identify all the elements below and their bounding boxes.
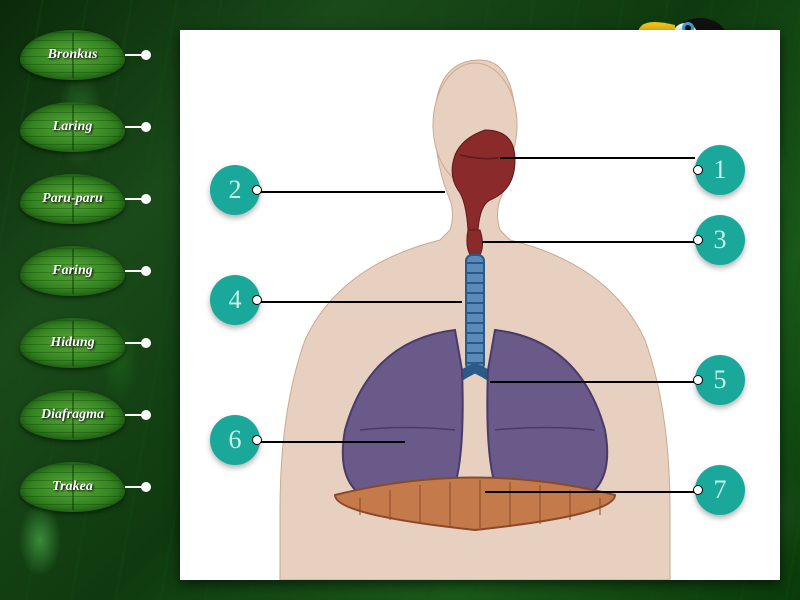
marker-circle-5[interactable]: 5 [695, 355, 745, 405]
leaf-label: Trakea [20, 479, 125, 495]
leader-line [485, 491, 695, 493]
marker-number: 6 [229, 425, 242, 455]
leaf-item-bronkus[interactable]: Bronkus [20, 30, 150, 80]
leader-line [490, 381, 695, 383]
marker-number: 5 [714, 365, 727, 395]
anatomy-diagram-panel: 1 2 3 4 5 6 7 [180, 30, 780, 580]
marker-circle-2[interactable]: 2 [210, 165, 260, 215]
leaf-drag-dot[interactable] [141, 482, 151, 492]
leaf-label: Diafragma [20, 407, 125, 423]
leaf-drag-dot[interactable] [141, 266, 151, 276]
drop-target-dot[interactable] [693, 165, 703, 175]
leaf-item-faring[interactable]: Faring [20, 246, 150, 296]
marker-circle-1[interactable]: 1 [695, 145, 745, 195]
leaf-item-paru-paru[interactable]: Paru-paru [20, 174, 150, 224]
leaf-drag-dot[interactable] [141, 50, 151, 60]
drop-target-dot[interactable] [693, 485, 703, 495]
leaf-drag-dot[interactable] [141, 410, 151, 420]
marker-number: 1 [714, 155, 727, 185]
leaf-drag-dot[interactable] [141, 194, 151, 204]
leaf-drag-dot[interactable] [141, 122, 151, 132]
leaf-label: Hidung [20, 335, 125, 351]
marker-number: 4 [229, 285, 242, 315]
leader-line [260, 191, 445, 193]
drop-target-dot[interactable] [252, 435, 262, 445]
marker-number: 2 [229, 175, 242, 205]
drop-target-dot[interactable] [252, 295, 262, 305]
marker-circle-3[interactable]: 3 [695, 215, 745, 265]
leaf-label: Faring [20, 263, 125, 279]
leaf-item-hidung[interactable]: Hidung [20, 318, 150, 368]
marker-circle-6[interactable]: 6 [210, 415, 260, 465]
marker-number: 3 [714, 225, 727, 255]
leaf-label: Paru-paru [20, 191, 125, 207]
anatomy-illustration [180, 30, 780, 580]
leaf-label: Bronkus [20, 47, 125, 63]
leaf-item-diafragma[interactable]: Diafragma [20, 390, 150, 440]
drop-target-dot[interactable] [252, 185, 262, 195]
drop-target-dot[interactable] [693, 235, 703, 245]
leaf-item-trakea[interactable]: Trakea [20, 462, 150, 512]
leaf-label: Laring [20, 119, 125, 135]
leader-line [500, 157, 695, 159]
leader-line [260, 441, 405, 443]
leaf-drag-dot[interactable] [141, 338, 151, 348]
leader-line [260, 301, 462, 303]
label-sidebar: Bronkus Laring Paru-paru Faring Hidung D… [20, 30, 160, 512]
leader-line [482, 241, 695, 243]
marker-circle-4[interactable]: 4 [210, 275, 260, 325]
marker-circle-7[interactable]: 7 [695, 465, 745, 515]
leaf-item-laring[interactable]: Laring [20, 102, 150, 152]
drop-target-dot[interactable] [693, 375, 703, 385]
marker-number: 7 [714, 475, 727, 505]
